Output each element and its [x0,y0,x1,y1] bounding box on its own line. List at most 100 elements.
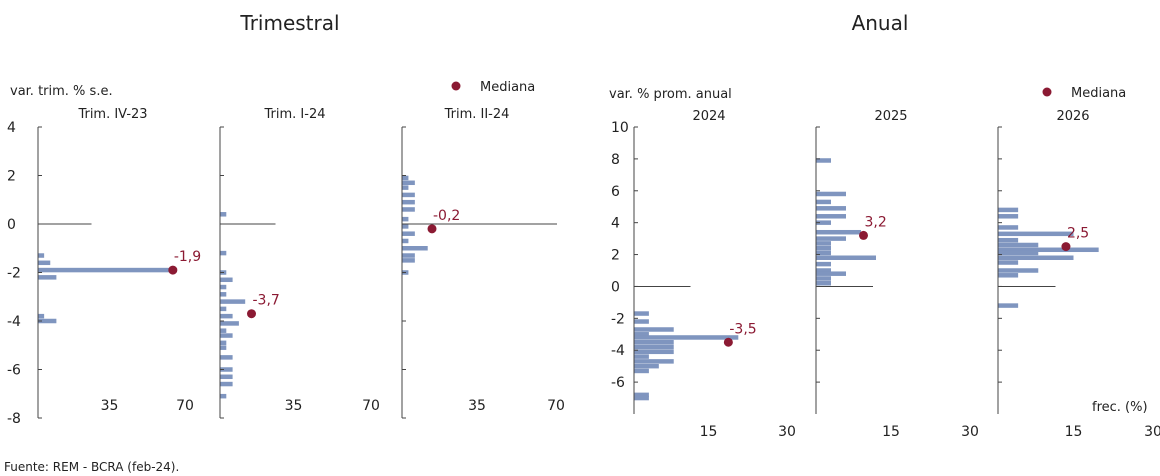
freq-bar [220,306,227,312]
freq-bar [402,253,415,258]
x-tick-label: 70 [176,398,194,414]
freq-bar [816,220,831,225]
chart-marks: var. trim. % s.e. 4 2 0 -2 -4 -6 -8 Mediana Trim.… [7,80,1160,440]
y-tick-label: 0 [7,217,16,233]
freq-bar [38,260,51,266]
freq-bar [816,199,831,205]
freq-bar [998,237,1019,243]
freq-bar [38,253,45,258]
freq-bar [634,335,739,340]
y-axis-label: var. % prom. anual [609,87,732,102]
freq-bar [220,299,246,304]
y-tick-label: 4 [7,120,16,136]
panel-title: 2024 [692,109,725,124]
median-marker [1061,242,1071,252]
freq-bar [998,260,1019,265]
freq-bar [402,238,409,244]
freq-bar [38,313,45,319]
x-tick-label: 35 [285,398,303,414]
freq-bar [816,255,876,260]
panel-title: 2025 [874,109,907,124]
median-marker [723,337,733,347]
legend-marker [1042,87,1052,97]
freq-bar [998,247,1099,253]
x-tick-label: 15 [700,424,718,440]
freq-bar [402,192,415,198]
x-tick-label: 70 [547,398,565,414]
x-tick-label: 35 [468,398,486,414]
freq-bar [998,231,1074,237]
freq-bar [220,345,227,350]
freq-bar [220,355,233,360]
freq-bar [998,225,1019,230]
y-tick-label: -2 [611,311,625,327]
freq-bar [998,255,1074,260]
freq-bar [998,268,1039,273]
freq-bar [816,281,831,286]
median-label: 2,5 [1067,226,1089,242]
freq-bar [816,158,831,163]
median-marker [859,230,868,240]
median-label: -1,9 [174,249,201,265]
freq-bar [220,393,227,399]
freq-bar [998,214,1019,219]
freq-bar [220,367,233,372]
freq-bar [220,381,233,387]
freq-bar [634,319,649,324]
panel-title: Trim. I-24 [264,107,326,122]
freq-bar [816,250,831,256]
median-marker [247,309,256,319]
freq-bar [220,284,227,290]
panel-title: Trim. IV-23 [77,107,147,122]
freq-bar [402,216,409,222]
freq-bar [816,191,846,197]
freq-bar [998,207,1019,213]
freq-bar [402,175,409,181]
x-tick-label: 15 [882,424,900,440]
x-tick-label: 30 [1144,424,1160,440]
y-tick-label: -4 [7,314,21,330]
freq-bar [816,271,846,276]
median-label: -3,7 [253,293,280,309]
y-tick-label: 2 [611,248,620,264]
freq-bar [634,311,649,316]
freq-bar [38,275,57,280]
median-label: -0,2 [433,208,460,224]
freq-bar [634,395,649,401]
freq-bar [402,258,415,263]
x-tick-label: 30 [961,424,979,440]
freq-bar [816,261,831,267]
y-tick-label: -2 [7,266,21,282]
freq-bar [634,332,649,337]
source-note: Fuente: REM - BCRA (feb-24). [4,460,179,474]
freq-bar [634,359,674,364]
freq-bar [402,207,415,212]
freq-bar [816,206,846,211]
freq-bar [634,344,674,350]
x-tick-label: 35 [101,398,119,414]
freq-bar [634,392,649,398]
x-axis-label: frec. (%) [1092,400,1148,415]
quarterly-section-title: Trimestral [239,11,339,35]
freq-bar [816,236,846,241]
panel-title: Trim. II-24 [444,107,510,122]
median-label: 3,2 [865,214,887,230]
freq-bar [402,180,415,186]
y-tick-label: 0 [611,279,620,295]
y-tick-label: -8 [7,411,21,427]
freq-bar [402,231,415,236]
freq-bar [38,318,57,324]
y-tick-label: -6 [7,363,21,379]
legend-marker [451,81,461,91]
freq-bar [634,327,674,332]
y-tick-label: -4 [611,343,625,359]
freq-bar [634,349,674,355]
y-tick-label: 10 [611,120,629,136]
y-tick-label: -6 [611,375,625,391]
freq-bar [998,250,1039,256]
freq-bar [220,374,233,380]
freq-bar [402,199,415,205]
freq-bar [634,340,674,345]
freq-bar [816,214,846,219]
